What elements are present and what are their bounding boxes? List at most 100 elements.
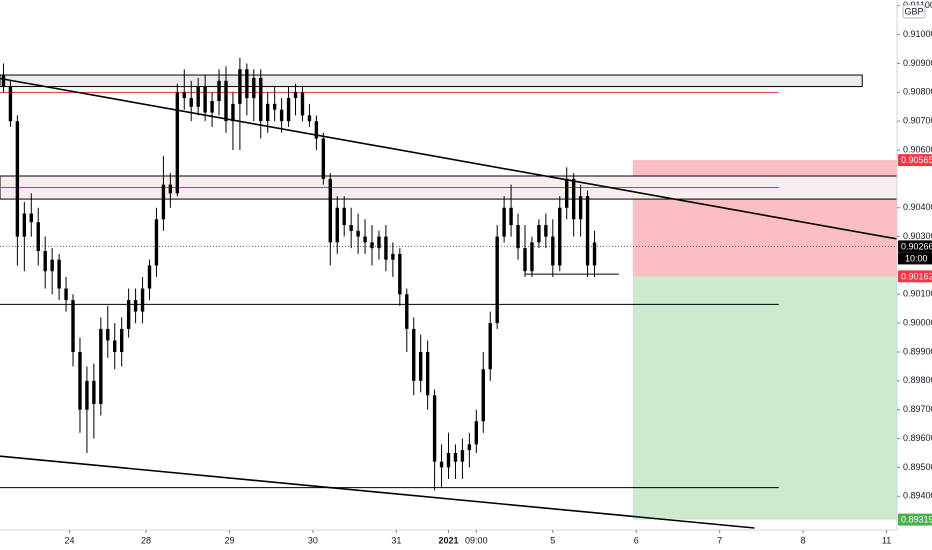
x-tick-label: 24 xyxy=(65,535,75,545)
candle-body xyxy=(29,213,33,223)
candle-body xyxy=(182,92,186,99)
candle-body xyxy=(391,253,395,260)
candle-body xyxy=(363,236,367,243)
candle-body xyxy=(377,236,381,249)
candle-body xyxy=(439,461,444,468)
x-tick-label: 2021 xyxy=(438,535,458,545)
target-zone xyxy=(632,276,897,520)
candle-body xyxy=(99,328,103,404)
candle-body xyxy=(78,352,82,410)
candle-body xyxy=(57,259,61,289)
candle-body xyxy=(196,86,200,107)
candle-body xyxy=(453,452,458,462)
candle-body xyxy=(1,75,6,87)
zone xyxy=(0,74,863,88)
candle-body xyxy=(585,196,590,266)
last-price-label-bg xyxy=(898,240,932,253)
candle-body xyxy=(314,121,319,139)
entry-label: 0.90162 xyxy=(901,271,932,281)
candle-body xyxy=(245,69,249,99)
candle-body xyxy=(161,184,166,220)
candle-body xyxy=(300,92,305,116)
candle-body xyxy=(259,77,263,122)
trendline xyxy=(0,455,755,529)
currency-badge xyxy=(902,4,926,19)
target-label: 0.89319 xyxy=(901,515,932,525)
candle-body xyxy=(71,300,75,352)
candle-body xyxy=(154,219,159,266)
entry-label-bg xyxy=(898,270,932,283)
candle-body xyxy=(425,352,430,396)
currency-label: GBP xyxy=(904,6,923,16)
countdown-label: 10:00 xyxy=(905,253,928,263)
candle-body xyxy=(133,300,138,312)
candle-body xyxy=(36,222,40,252)
candle-body xyxy=(537,225,541,243)
candle-body xyxy=(293,92,298,99)
target-label-bg xyxy=(898,513,932,526)
candle-body xyxy=(592,242,597,266)
candle-body xyxy=(474,421,479,445)
candle-body xyxy=(467,444,472,451)
candle-body xyxy=(224,80,228,122)
candle-body xyxy=(64,288,68,301)
x-tick-label: 7 xyxy=(717,535,722,545)
candle-body xyxy=(238,69,242,104)
candle-body xyxy=(252,77,256,99)
candle-body xyxy=(405,294,409,329)
candle-body xyxy=(523,248,527,272)
candle-body xyxy=(349,225,353,231)
candle-body xyxy=(551,236,555,266)
candle-body xyxy=(217,80,221,101)
x-tick-label: 31 xyxy=(391,535,401,545)
candle-body xyxy=(370,242,374,249)
candle-body xyxy=(481,369,485,422)
candle-body xyxy=(22,213,27,237)
candle-body xyxy=(175,92,180,194)
candle-body xyxy=(488,323,492,370)
x-tick-label: 11 xyxy=(882,535,891,545)
candle-body xyxy=(502,207,506,237)
candle-body xyxy=(307,115,312,122)
candle-body xyxy=(126,300,131,329)
candle-body xyxy=(119,328,124,352)
trendline xyxy=(0,77,898,240)
candle-body xyxy=(571,178,576,220)
x-tick-label: 5 xyxy=(550,535,555,545)
candle-body xyxy=(558,207,562,266)
candle-body xyxy=(321,138,326,179)
candle-body xyxy=(342,207,346,226)
candle-body xyxy=(432,395,437,462)
x-tick-label: 6 xyxy=(634,535,639,545)
candle-body xyxy=(286,98,291,122)
stop-label-bg xyxy=(898,154,932,167)
y-tick-label: 0.91000 xyxy=(903,29,932,39)
candle-body xyxy=(168,184,173,194)
candle-body xyxy=(106,328,110,341)
candle-body xyxy=(92,380,96,404)
x-tick-label: 09:00 xyxy=(465,535,488,545)
candle-body xyxy=(335,207,339,243)
candle-body xyxy=(446,452,451,468)
candle-body xyxy=(210,100,214,113)
candle-body xyxy=(15,121,20,237)
candle-body xyxy=(231,103,235,122)
stop-label: 0.90565 xyxy=(901,155,932,165)
candle-body xyxy=(544,225,548,237)
candle-body xyxy=(50,259,54,272)
candle-body xyxy=(530,242,534,272)
candle-body xyxy=(85,380,89,410)
candle-body xyxy=(356,230,360,237)
